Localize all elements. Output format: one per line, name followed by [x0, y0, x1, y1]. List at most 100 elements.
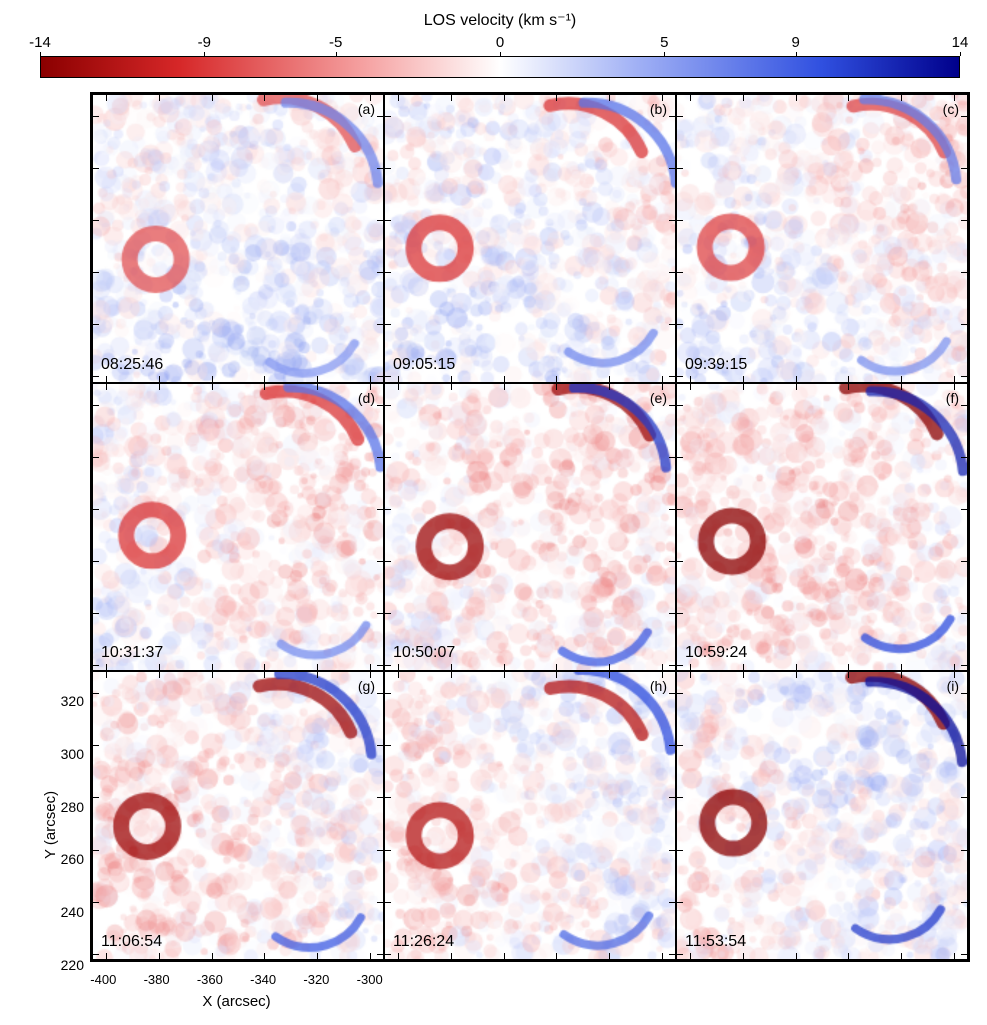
y-tick — [677, 324, 683, 325]
y-tick — [669, 665, 675, 666]
x-tick — [264, 95, 265, 101]
x-tick — [662, 376, 663, 382]
x-tick — [398, 672, 399, 678]
velocity-panel: (b)09:05:15 — [384, 94, 676, 383]
velocity-panel: (e)10:50:07 — [384, 383, 676, 672]
x-tick — [690, 953, 691, 959]
x-axis-title: X (arcsec) — [90, 993, 383, 1010]
y-tick — [669, 168, 675, 169]
velocity-panel: (i)11:53:54 — [676, 671, 968, 960]
y-tick — [677, 168, 683, 169]
x-tick — [370, 664, 371, 670]
y-tick — [677, 561, 683, 562]
x-tick — [504, 384, 505, 390]
y-tick — [669, 902, 675, 903]
x-tick — [901, 384, 902, 390]
y-tick — [377, 665, 383, 666]
y-tick — [93, 850, 99, 851]
x-tick — [398, 664, 399, 670]
y-tick — [669, 324, 675, 325]
x-tick — [504, 664, 505, 670]
velocity-panel: (h)11:26:24 — [384, 671, 676, 960]
y-tick — [93, 116, 99, 117]
y-tick — [961, 613, 967, 614]
x-tick — [609, 376, 610, 382]
y-tick — [93, 457, 99, 458]
y-tick — [385, 457, 391, 458]
panel-grid: (a) 08:25:46 (b)09:05:15(c)09:39:15 (d)10:3… — [90, 92, 970, 962]
x-tick — [398, 384, 399, 390]
velocity-panel: (c)09:39:15 — [676, 94, 968, 383]
y-tick — [677, 220, 683, 221]
x-tick — [159, 664, 160, 670]
y-tick — [677, 665, 683, 666]
y-tick — [961, 665, 967, 666]
y-tick — [377, 220, 383, 221]
x-tick — [212, 953, 213, 959]
y-tick — [677, 116, 683, 117]
y-tick — [961, 954, 967, 955]
y-tick — [385, 324, 391, 325]
y-tick-label: 300 — [61, 746, 84, 762]
colorbar-tick-label: 5 — [660, 34, 668, 51]
velocity-panel: (g)11:06:54 — [92, 671, 384, 960]
x-tick — [264, 672, 265, 678]
y-tick — [93, 745, 99, 746]
y-tick — [669, 613, 675, 614]
y-tick — [961, 220, 967, 221]
y-tick — [93, 902, 99, 903]
y-tick — [385, 665, 391, 666]
y-tick — [93, 797, 99, 798]
velocity-panel: (f)10:59:24 — [676, 383, 968, 672]
velocity-map — [385, 672, 675, 959]
y-tick-label: 260 — [61, 851, 84, 867]
x-tick — [451, 953, 452, 959]
y-tick — [669, 457, 675, 458]
x-tick — [901, 664, 902, 670]
x-tick — [556, 672, 557, 678]
x-tick — [504, 376, 505, 382]
x-tick — [690, 95, 691, 101]
x-tick-label: -300 — [357, 972, 383, 987]
y-tick — [669, 797, 675, 798]
x-tick — [743, 664, 744, 670]
y-tick — [385, 509, 391, 510]
y-tick — [385, 116, 391, 117]
panel-timestamp: 08:25:46 — [101, 356, 163, 374]
x-tick — [212, 672, 213, 678]
velocity-map — [93, 384, 383, 671]
y-tick — [385, 797, 391, 798]
y-tick — [677, 902, 683, 903]
x-tick — [796, 664, 797, 670]
velocity-panel: (d)10:31:37 — [92, 383, 384, 672]
x-tick — [398, 953, 399, 959]
y-tick — [377, 168, 383, 169]
panel-timestamp: 09:05:15 — [393, 356, 455, 374]
y-tick — [377, 693, 383, 694]
x-tick — [317, 953, 318, 959]
y-tick — [377, 613, 383, 614]
x-tick — [609, 384, 610, 390]
y-tick — [377, 376, 383, 377]
y-tick — [669, 376, 675, 377]
x-tick — [954, 953, 955, 959]
y-tick — [93, 376, 99, 377]
y-tick — [385, 613, 391, 614]
y-tick — [961, 457, 967, 458]
y-tick — [377, 561, 383, 562]
panel-letter: (d) — [358, 390, 375, 406]
x-tick — [662, 664, 663, 670]
x-tick — [848, 664, 849, 670]
x-tick — [609, 664, 610, 670]
x-tick — [556, 376, 557, 382]
x-tick — [556, 384, 557, 390]
x-tick — [106, 664, 107, 670]
x-tick — [504, 95, 505, 101]
panel-letter: (a) — [358, 101, 375, 117]
x-tick — [662, 953, 663, 959]
x-tick — [264, 376, 265, 382]
x-tick — [954, 376, 955, 382]
x-axis-tick-labels: -400-380-360-340-320-300 — [90, 972, 383, 992]
y-tick — [961, 116, 967, 117]
x-tick-label: -380 — [144, 972, 170, 987]
